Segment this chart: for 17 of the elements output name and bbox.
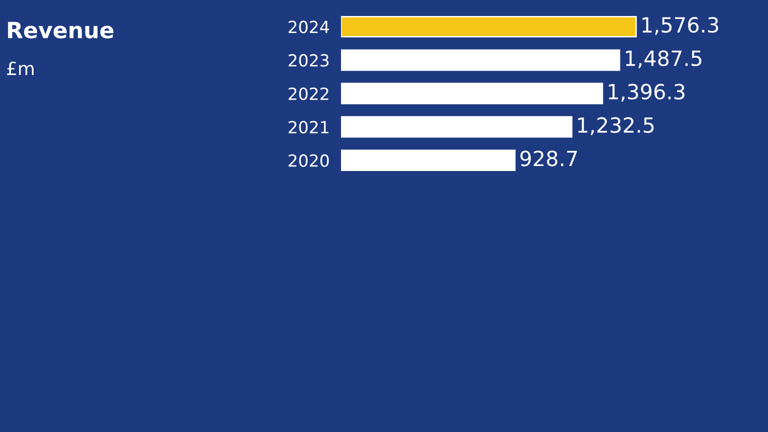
bar [341, 82, 604, 104]
y-tick-label: 2020 [288, 154, 329, 167]
data-label: 1,576.3 [642, 16, 718, 35]
y-tick-label: 2024 [288, 20, 329, 34]
y-tick-label: 2021 [288, 120, 328, 134]
bar [341, 116, 572, 138]
bar [341, 16, 637, 38]
y-tick-label: 2023 [288, 54, 329, 67]
data-label: 1,487.5 [626, 50, 702, 68]
data-label: 1,396.3 [608, 84, 684, 102]
text: Revenue [8, 22, 114, 38]
bar [341, 150, 516, 172]
data-label: 1,232.5 [578, 117, 654, 136]
text: £m [7, 62, 34, 75]
data-label: 928.7 [520, 150, 577, 166]
bar [341, 49, 620, 71]
y-tick-label: 2022 [288, 87, 328, 100]
